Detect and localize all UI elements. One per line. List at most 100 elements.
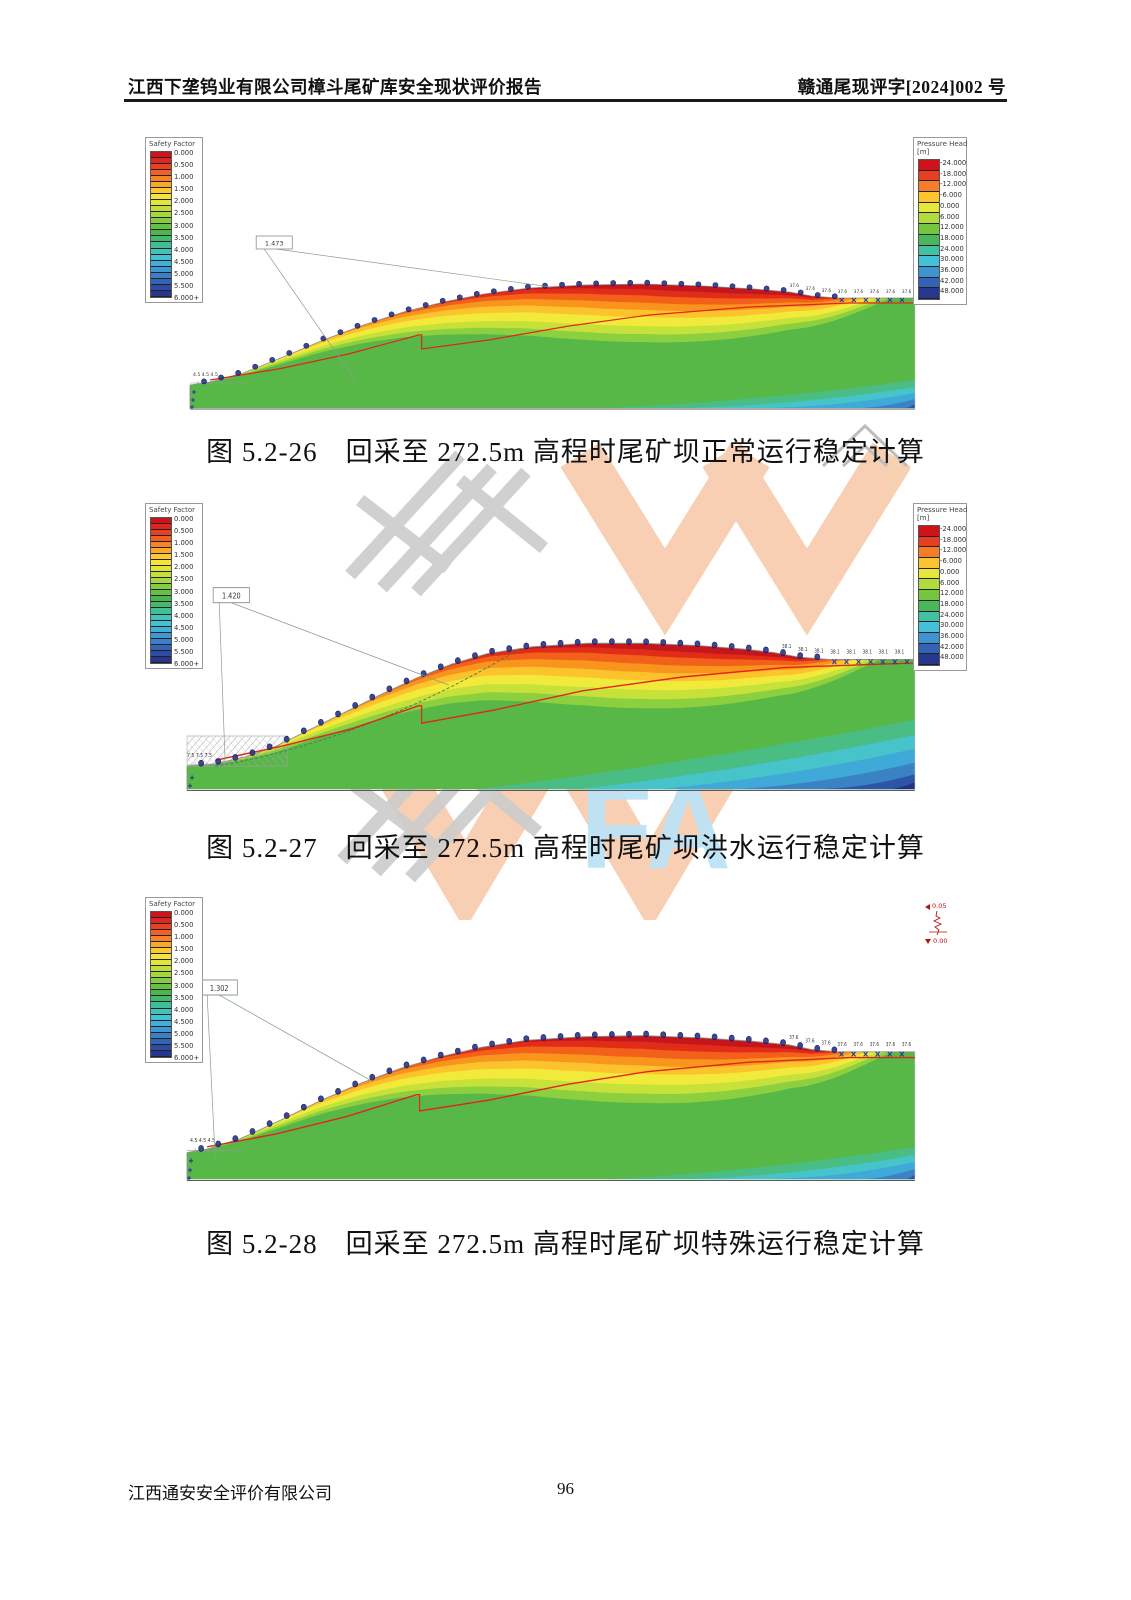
slip-circle-leader [276, 248, 552, 288]
legend-tick-label: -18.000 [940, 169, 967, 178]
beach-elevation-label: 37.6 [806, 286, 816, 291]
legend-color-cell [919, 558, 939, 569]
legend-color-cell [919, 590, 939, 601]
safety-factor-legend: Safety Factor 0.000 0.500 1.000 1.500 2.000 2… [145, 503, 203, 669]
header-doc-number: 赣通尾现评字[2024]002 号 [797, 77, 1006, 97]
legend-tick-label: -6.000 [940, 557, 962, 566]
legend-tick-label: 5.500 [174, 647, 194, 656]
legend-tick-label: 2.500 [174, 209, 194, 218]
beach-elevation-label: 38.1 [830, 649, 839, 655]
legend-tick-label: 4.500 [174, 623, 194, 632]
slip-circle-leader [231, 602, 449, 686]
legend-color-cell [919, 579, 939, 591]
beach-elevation-label: 38.1 [895, 649, 904, 655]
seismic-vertical-accel: 0.00 [933, 937, 948, 945]
legend-tick-label: 4.000 [174, 611, 194, 620]
legend-color-cell [151, 188, 171, 195]
legend-tick-label: 4.000 [174, 245, 194, 254]
slip-circle-leader [263, 248, 357, 383]
legend-color-cell [151, 596, 171, 603]
legend-tick-label: 3.500 [174, 233, 194, 242]
beach-elevation-label: 38.1 [879, 649, 888, 655]
legend-tick-label: 1.500 [174, 185, 194, 194]
legend-tick-label: 2.000 [174, 957, 194, 966]
legend-color-cell [151, 554, 171, 561]
legend-color-cell [151, 560, 171, 567]
legend-color-cell [919, 266, 939, 278]
legend-color-cell [151, 638, 171, 645]
toe-elevation-labels: 4.5 4.5 4.5 [190, 1138, 215, 1144]
legend-tick-label: 48.000 [940, 653, 964, 662]
safety-factor-legend: Safety Factor 0.000 0.500 1.000 1.500 2.000 2… [145, 137, 203, 303]
legend-tick-label: 42.000 [940, 276, 964, 285]
legend-color-cell [919, 224, 939, 235]
legend-tick-label: 0.000 [940, 201, 960, 210]
legend-color-cell [151, 990, 171, 997]
legend-color-cell [919, 654, 939, 665]
beach-elevation-label: 38.1 [863, 649, 872, 655]
legend-color-cell [151, 536, 171, 543]
legend-tick-label: 3.500 [174, 599, 194, 608]
legend-tick-label: -6.000 [940, 191, 962, 200]
legend-tick-label: 48.000 [940, 287, 964, 296]
figure-caption: 图 5.2-26 回采至 272.5m 高程时尾矿坝正常运行稳定计算 [206, 437, 925, 467]
dam-cross-section-normal: 37.6 37.6 37.6 37.6 37.6 37.6 37.6 37.6 4.5 4.5 … [189, 235, 916, 410]
seismogram-icon [929, 910, 947, 936]
legend-color-cell [151, 966, 171, 973]
legend-color-cell [919, 181, 939, 193]
legend-tick-label: 3.000 [174, 587, 194, 596]
header-report-title: 江西下垄钨业有限公司樟斗尾矿库安全现状评价报告 [128, 77, 542, 97]
legend-color-cell [151, 200, 171, 207]
legend-tick-label: 4.000 [174, 1005, 194, 1014]
seismic-load-indicator: 0.05 0.00 [925, 903, 975, 953]
legend-tick-label: 0.500 [174, 161, 194, 170]
legend-color-cell [151, 930, 171, 937]
legend-tick-label: -12.000 [940, 546, 967, 555]
legend-title: Pressure Head [917, 506, 968, 514]
legend-color-cell [151, 972, 171, 979]
legend-tick-label: 1.000 [174, 933, 194, 942]
legend-color-cell [919, 611, 939, 623]
legend-title: Pressure Head [917, 140, 968, 148]
legend-tick-label: 3.000 [174, 221, 194, 230]
contour-bands [187, 1035, 915, 1180]
slope-markers [201, 279, 838, 385]
legend-tick-label: 0.000 [174, 515, 194, 523]
legend-color-cell [151, 954, 171, 961]
legend-color-cell [151, 524, 171, 531]
page-number: 96 [557, 1479, 574, 1498]
legend-tick-label: 1.500 [174, 945, 194, 954]
pressure-head-legend: Pressure Head [m] -24.000 -18.000 -12.000 -… [913, 137, 967, 305]
legend-color-cell [151, 912, 171, 919]
beach-markers: 37.6 37.6 37.6 37.6 37.6 37.6 37.6 37.6 [789, 1035, 911, 1057]
down-triangle-icon [925, 939, 931, 944]
legend-tick-label: 0.000 [174, 909, 194, 917]
legend-color-cell [151, 1002, 171, 1009]
legend-tick-label: 6.000 [940, 212, 960, 221]
legend-color-cell [919, 202, 939, 214]
legend-color-cell [151, 278, 171, 285]
legend-color-cell [151, 1026, 171, 1033]
legend-color-cell [151, 656, 171, 663]
legend-color-cell [151, 254, 171, 261]
legend-tick-label: 2.500 [174, 969, 194, 978]
legend-color-cell [151, 176, 171, 183]
legend-color-cell [919, 234, 939, 246]
legend-color-cell [151, 248, 171, 255]
legend-color-cell [151, 236, 171, 243]
legend-tick-label: 5.500 [174, 1041, 194, 1050]
contour-bands [187, 643, 915, 790]
legend-color-cell [151, 1014, 171, 1021]
legend-color-cell [151, 158, 171, 165]
legend-tick-label: -24.000 [940, 525, 967, 534]
legend-tick-label: 6.000+ [174, 1054, 200, 1062]
beach-markers: 38.1 38.1 38.1 38.1 38.1 38.1 38.1 38.1 [782, 644, 910, 665]
legend-color-cell [919, 568, 939, 580]
legend-color-cell [151, 194, 171, 201]
legend-color-cell [151, 1044, 171, 1051]
beach-elevation-label: 37.6 [838, 289, 848, 294]
slip-circle-leader [218, 602, 226, 767]
safety-factor-value: 1.420 [222, 591, 241, 601]
beach-elevation-label: 38.1 [846, 649, 855, 655]
legend-color-cell [151, 230, 171, 237]
